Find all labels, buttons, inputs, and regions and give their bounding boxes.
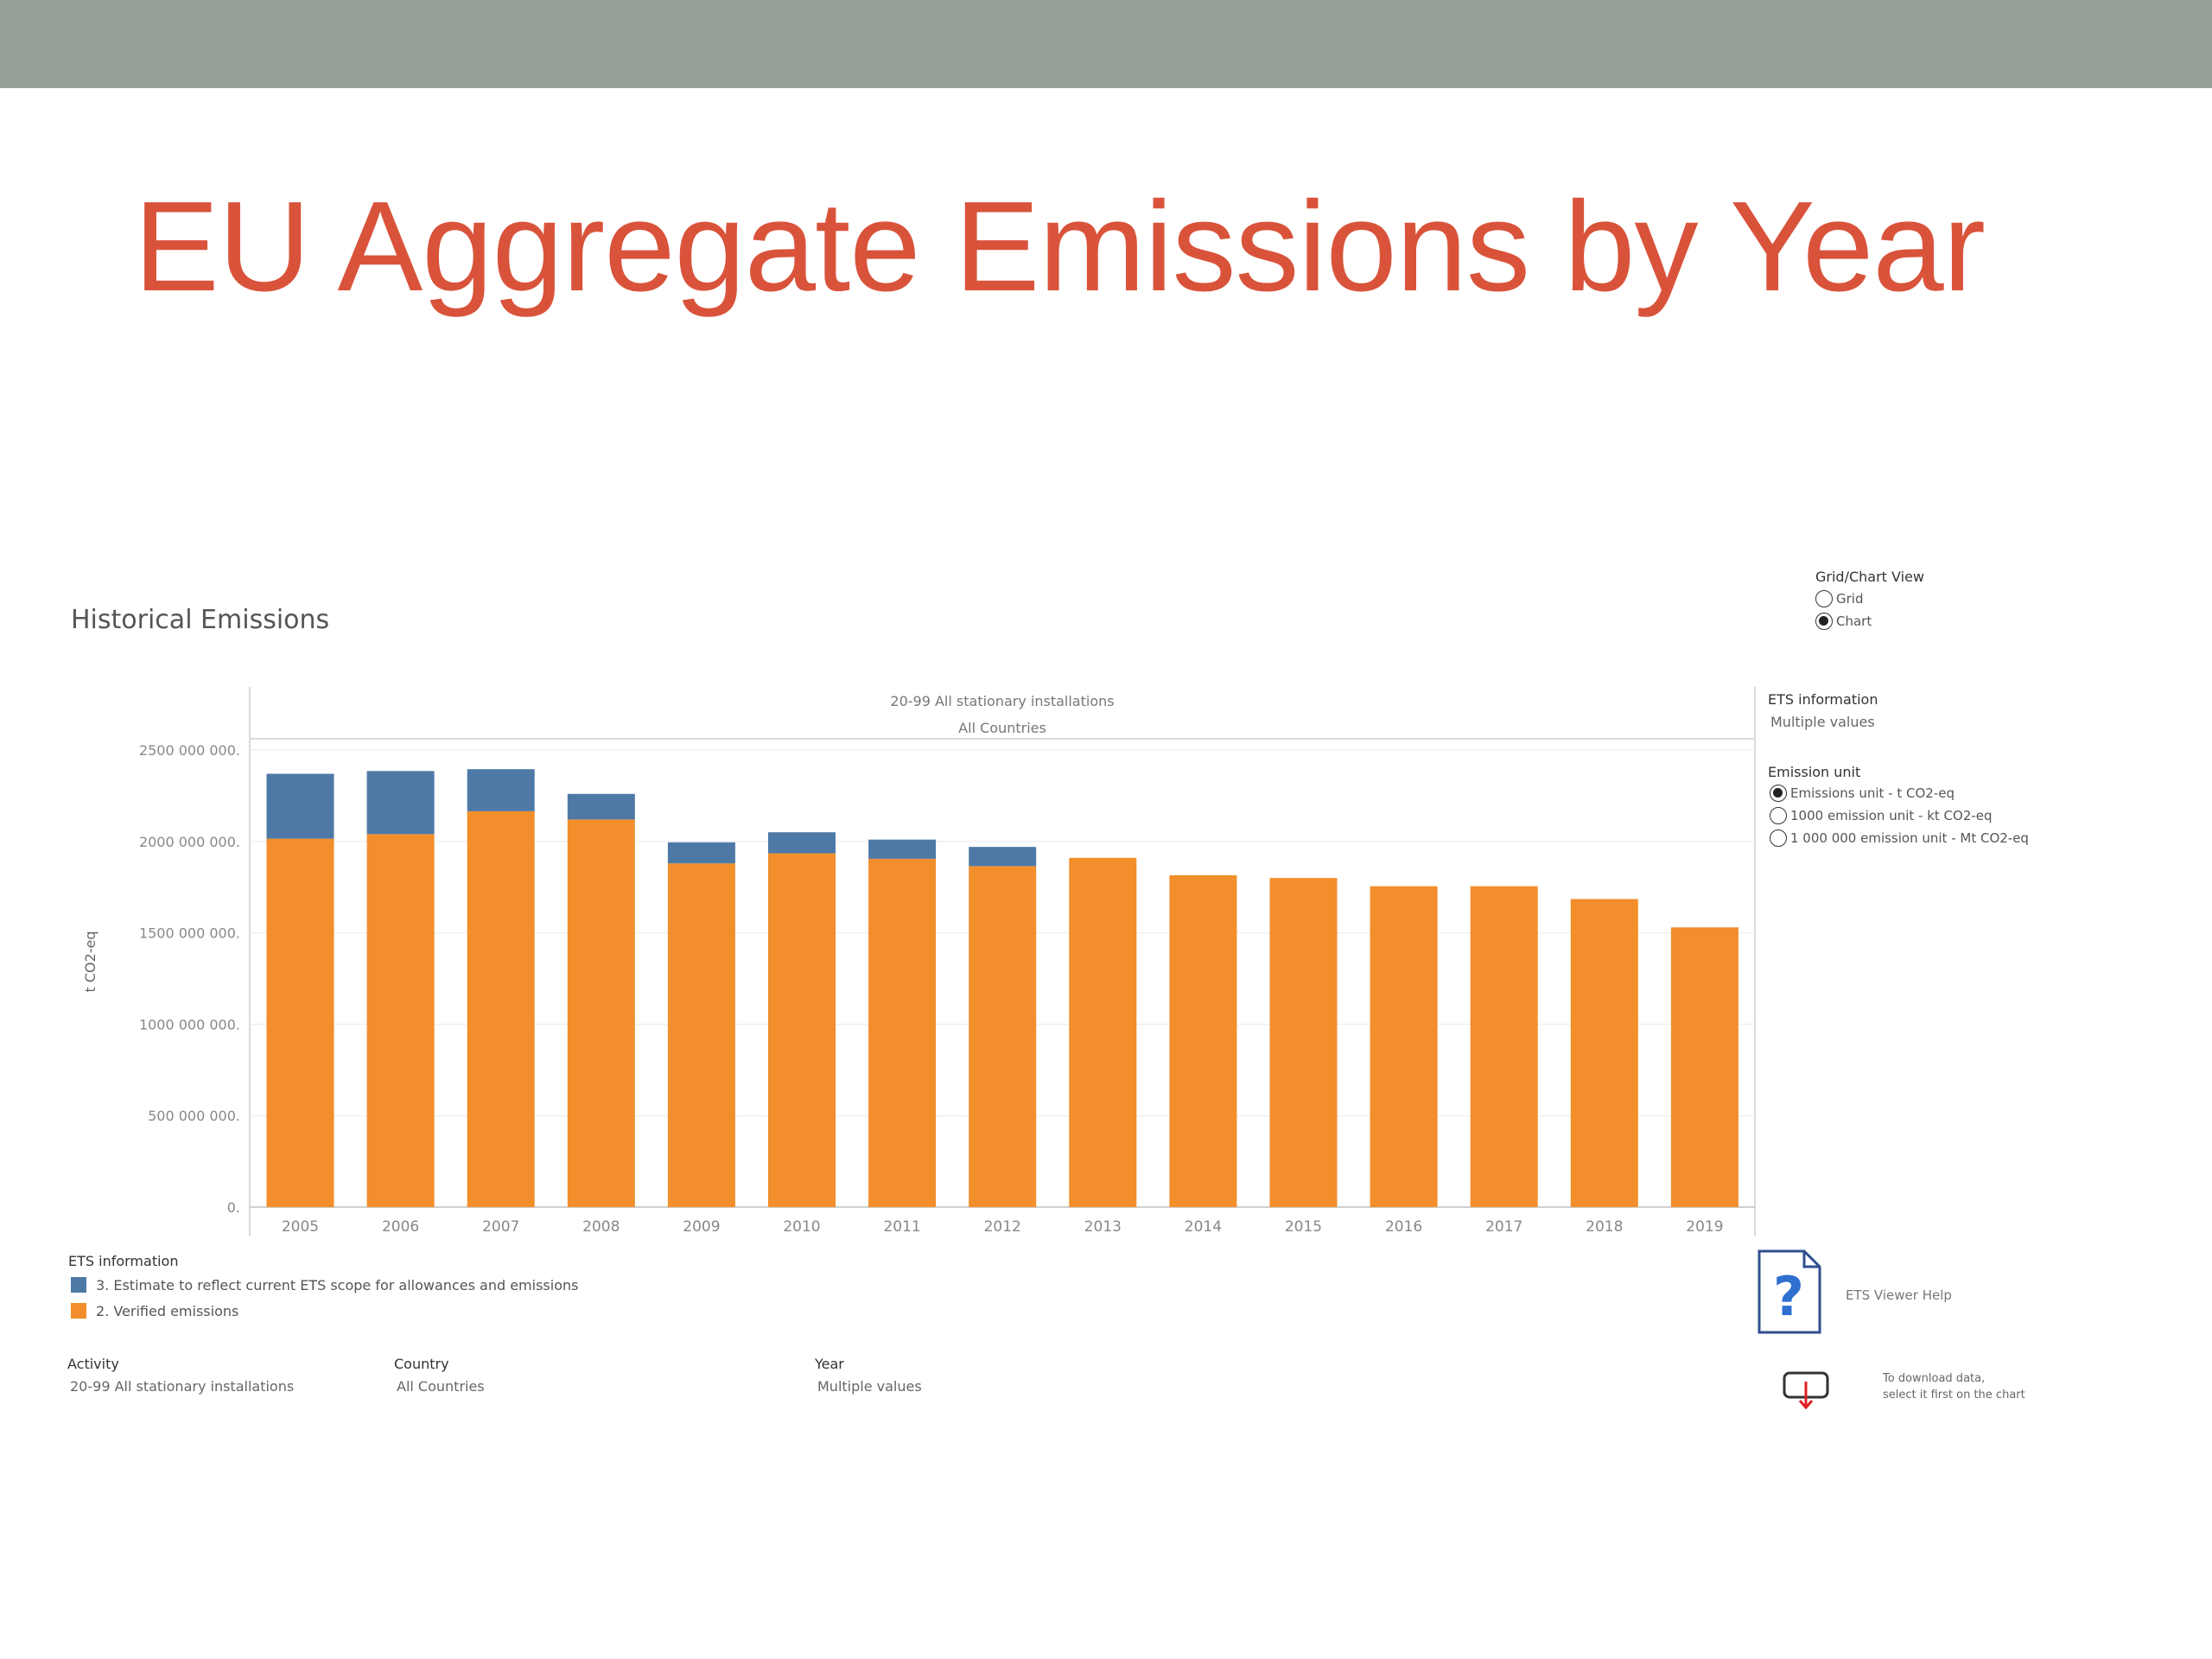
x-tick-label: 2014 [1185,1218,1222,1236]
dashboard-title: Historical Emissions [71,605,330,635]
x-tick-label: 2016 [1385,1218,1422,1236]
bar-estimate-2006[interactable] [366,771,435,835]
y-axis-label: t CO2-eq [82,931,99,992]
x-tick-label: 2006 [382,1218,419,1236]
bar-estimate-2010[interactable] [768,832,836,854]
radio-unit-kt[interactable] [1770,807,1787,824]
help-link[interactable]: ETS Viewer Help [1846,1287,1952,1303]
legend-label-estimate[interactable]: 3. Estimate to reflect current ETS scope… [96,1277,579,1294]
y-tick-label: 1000 000 000. [139,1016,240,1033]
bar-estimate-2012[interactable] [969,847,1037,867]
bar-verified-2019[interactable] [1670,927,1738,1207]
country-filter-label: Country [394,1356,449,1372]
bar-estimate-2011[interactable] [868,839,937,859]
x-tick-label: 2011 [883,1218,920,1236]
x-tick-label: 2017 [1485,1218,1522,1236]
y-tick-label: 2500 000 000. [139,742,240,759]
emission-unit-option-mt[interactable]: 1 000 000 emission unit - Mt CO2-eq [1770,830,2029,847]
bar-verified-2007[interactable] [467,810,535,1207]
x-tick-label: 2009 [683,1218,720,1236]
bar-verified-2017[interactable] [1470,886,1538,1207]
view-toggle-label: Grid/Chart View [1815,569,1924,585]
chart-header-country: All Countries [958,720,1046,736]
ets-info-filter-label: ETS information [1768,691,1878,708]
x-tick-label: 2007 [482,1218,519,1236]
bar-verified-2014[interactable] [1169,874,1237,1207]
x-tick-label: 2013 [1084,1218,1122,1236]
emission-unit-option-mt-label: 1 000 000 emission unit - Mt CO2-eq [1790,830,2029,846]
bar-verified-2018[interactable] [1570,899,1638,1207]
activity-filter-label: Activity [67,1356,119,1372]
emission-unit-option-t[interactable]: Emissions unit - t CO2-eq [1770,785,1955,802]
legend-title: ETS information [68,1253,179,1269]
bar-verified-2016[interactable] [1370,886,1438,1207]
y-tick-label: 0. [227,1199,240,1216]
activity-filter-value[interactable]: 20-99 All stationary installations [70,1378,295,1395]
bar-verified-2013[interactable] [1069,857,1137,1207]
year-filter-label: Year [815,1356,844,1372]
year-filter-value[interactable]: Multiple values [817,1378,922,1395]
x-tick-label: 2008 [582,1218,620,1236]
legend-swatch-verified[interactable] [71,1303,86,1319]
y-tick-label: 2000 000 000. [139,834,240,850]
bar-verified-2009[interactable] [667,863,735,1207]
y-tick-label: 1500 000 000. [139,925,240,942]
bar-verified-2008[interactable] [567,819,635,1207]
bar-estimate-2007[interactable] [467,769,535,811]
x-axis-ticks: 2005 2006 2007 2008 2009 2010 2011 2012 2013 2014… [282,1218,1724,1236]
x-tick-label: 2012 [984,1218,1021,1236]
svg-text:?: ? [1773,1265,1804,1328]
bar-verified-2015[interactable] [1269,878,1338,1207]
download-hint-line2: select it first on the chart [1883,1389,2025,1402]
radio-unit-mt[interactable] [1770,830,1787,847]
emission-unit-option-kt[interactable]: 1000 emission unit - kt CO2-eq [1770,807,1993,824]
radio-grid[interactable] [1815,590,1833,607]
legend-swatch-estimate[interactable] [71,1277,86,1293]
bar-estimate-2005[interactable] [266,773,334,839]
radio-chart[interactable] [1815,613,1833,630]
emission-unit-option-t-label: Emissions unit - t CO2-eq [1790,785,1955,801]
bar-verified-2012[interactable] [969,866,1037,1207]
x-tick-label: 2010 [783,1218,820,1236]
legend-label-verified[interactable]: 2. Verified emissions [96,1303,239,1319]
bar-estimate-2008[interactable] [567,793,635,820]
top-banner [0,0,2212,88]
view-option-chart-label: Chart [1836,613,1872,629]
x-tick-label: 2019 [1686,1218,1723,1236]
x-tick-label: 2018 [1586,1218,1623,1236]
slide-title: EU Aggregate Emissions by Year [134,175,1986,318]
y-tick-label: 500 000 000. [148,1108,240,1124]
x-tick-label: 2015 [1285,1218,1322,1236]
radio-unit-t[interactable] [1770,785,1787,802]
ets-info-filter-value[interactable]: Multiple values [1770,714,1875,730]
view-option-grid[interactable]: Grid [1815,590,1863,607]
x-tick-label: 2005 [282,1218,319,1236]
view-option-grid-label: Grid [1836,591,1864,607]
view-option-chart[interactable]: Chart [1815,613,1872,630]
bar-verified-2006[interactable] [366,834,435,1207]
bar-verified-2011[interactable] [868,858,937,1207]
download-icon[interactable] [1782,1370,1830,1413]
download-hint-line1: To download data, [1883,1372,1986,1385]
y-axis-ticks: 0. 500 000 000. 1000 000 000. 1500 000 000.… [139,742,240,1216]
country-filter-value[interactable]: All Countries [397,1378,485,1395]
emission-unit-label: Emission unit [1768,764,1861,780]
chart-header-activity: 20-99 All stationary installations [890,693,1114,709]
bar-estimate-2009[interactable] [667,842,735,864]
bars[interactable] [266,769,1738,1207]
bar-verified-2005[interactable] [266,838,334,1207]
bar-verified-2010[interactable] [768,853,836,1207]
question-document-icon[interactable]: ? [1756,1248,1825,1338]
emission-unit-option-kt-label: 1000 emission unit - kt CO2-eq [1790,808,1993,823]
